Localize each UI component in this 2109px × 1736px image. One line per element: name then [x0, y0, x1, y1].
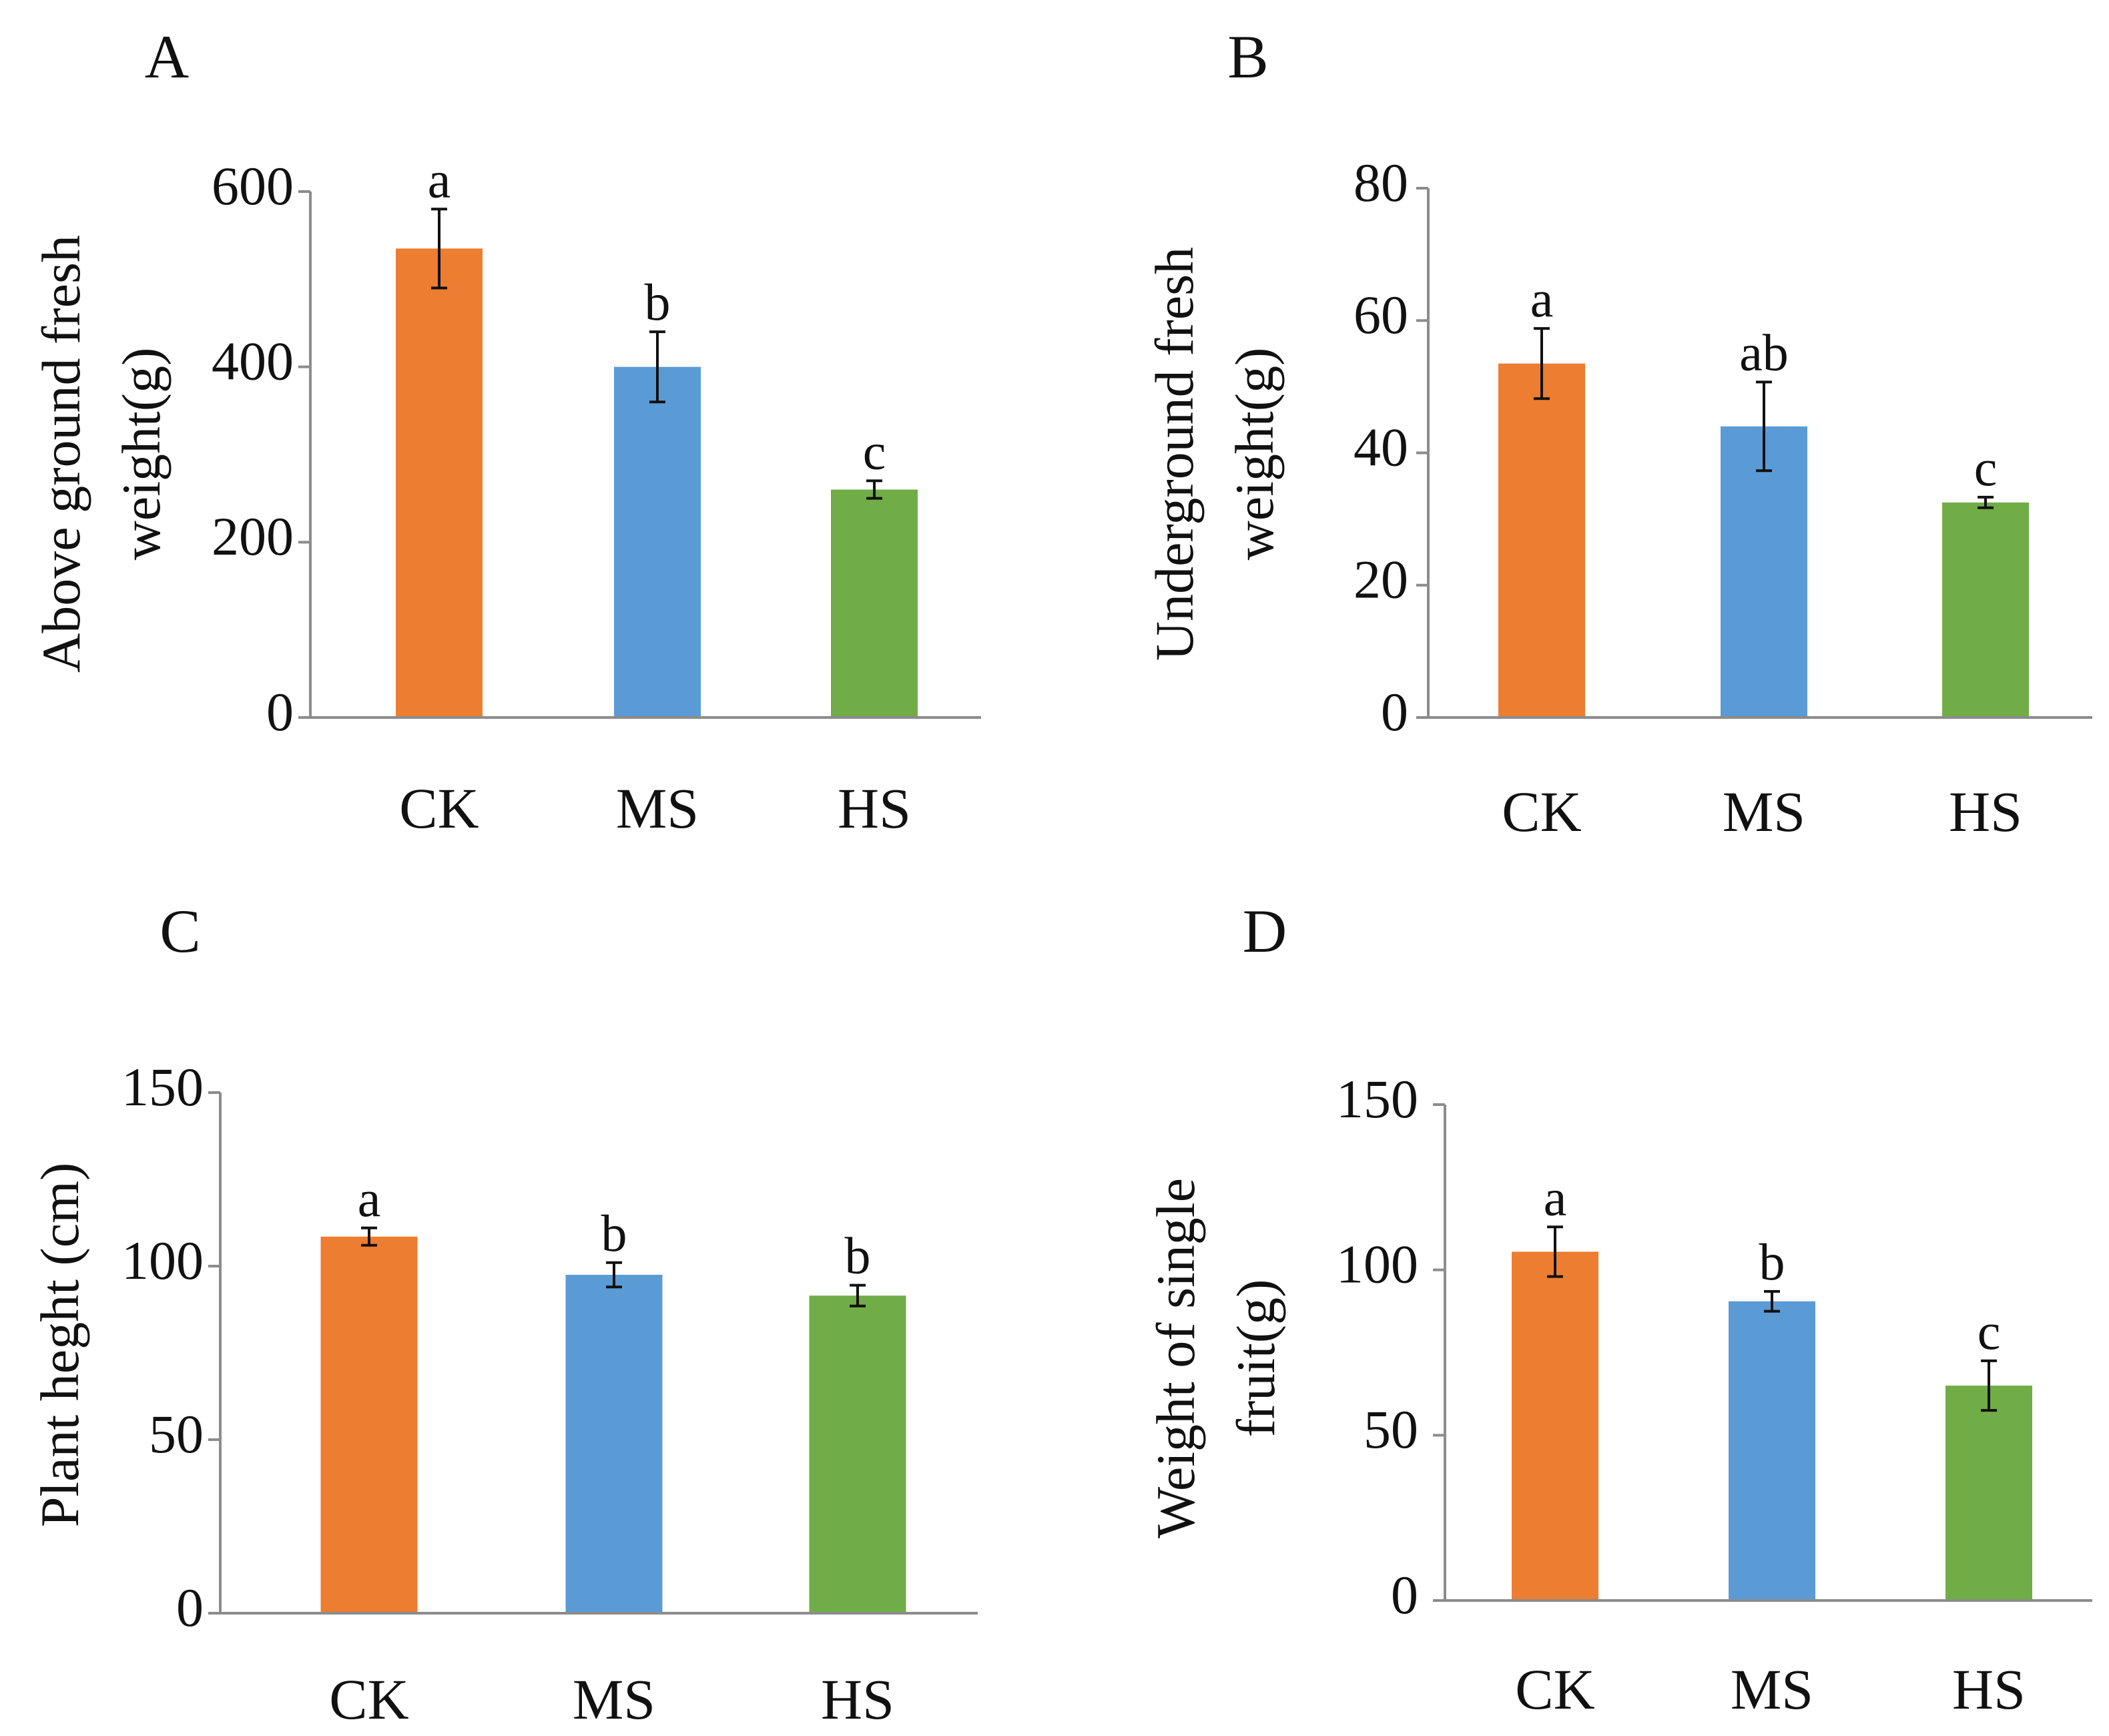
significance-label: ab [1739, 323, 1789, 381]
significance-label: a [1544, 1168, 1567, 1226]
error-bar-ms [1756, 380, 1772, 473]
panel-letter: D [1243, 897, 1287, 965]
category-label: MS [616, 776, 699, 840]
y-axis-title: weight(g) [111, 348, 172, 561]
y-tick-label: 0 [176, 1577, 204, 1638]
panel-letter: B [1227, 23, 1268, 91]
y-tick-label: 0 [266, 681, 294, 742]
error-bar-ck [1534, 327, 1550, 400]
bar-ms [1729, 1301, 1815, 1601]
bar-hs [1942, 502, 2029, 717]
y-axis-title: fruit(g) [1225, 1279, 1286, 1438]
category-label: CK [1515, 1657, 1594, 1721]
category-label: HS [821, 1667, 894, 1731]
error-bar-ms [1764, 1289, 1780, 1313]
error-bar-hs [1981, 1359, 1997, 1412]
y-tick-label: 200 [212, 506, 294, 567]
category-label: MS [1731, 1657, 1813, 1721]
y-axis-title: Weight of single [1145, 1178, 1206, 1538]
chart-panel-b: Ba CK ab MS c HS 0 20 40 60 80 Underground fresh wei… [1144, 23, 2092, 844]
significance-label: b [645, 273, 671, 331]
significance-label: c [863, 422, 886, 480]
error-bar-ms [606, 1261, 622, 1289]
y-tick-label: 100 [121, 1230, 204, 1291]
bar-hs [1945, 1386, 2032, 1601]
y-tick-label: 60 [1353, 284, 1408, 345]
y-tick-label: 50 [1364, 1399, 1418, 1460]
y-tick-label: 20 [1353, 549, 1408, 610]
bar-ck [320, 1236, 418, 1613]
y-tick-label: 0 [1391, 1564, 1418, 1625]
significance-label: c [1974, 439, 1998, 497]
category-label: HS [1949, 780, 2022, 844]
chart-panel-c: Ca CK b MS b HS 0 50 100 150 Plant heght (cm) [29, 897, 978, 1731]
y-tick-label: 400 [212, 330, 294, 391]
y-tick-label: 80 [1353, 152, 1408, 213]
bar-ms [1721, 426, 1807, 717]
bar-ms [565, 1275, 663, 1613]
y-tick-label: 50 [149, 1404, 204, 1464]
y-tick-label: 100 [1336, 1233, 1418, 1294]
error-bar-ck [361, 1226, 377, 1247]
category-label: HS [838, 776, 911, 840]
y-tick-label: 0 [1381, 681, 1408, 742]
y-tick-label: 150 [1336, 1069, 1418, 1129]
significance-label: a [358, 1169, 381, 1227]
bar-ck [1512, 1251, 1598, 1601]
category-label: HS [1952, 1657, 2026, 1721]
bar-ck [396, 248, 483, 717]
error-bar-ck [431, 208, 447, 290]
y-axis-title: weight(g) [1224, 348, 1285, 561]
error-bar-ms [649, 330, 665, 404]
error-bar-ck [1547, 1225, 1563, 1278]
significance-label: a [428, 150, 451, 208]
bar-hs [831, 489, 918, 717]
panel-letter: C [160, 897, 200, 965]
category-label: CK [329, 1667, 408, 1731]
error-bar-hs [1978, 495, 1994, 509]
category-label: MS [1723, 780, 1805, 844]
y-tick-label: 150 [121, 1057, 204, 1117]
bar-ms [614, 366, 701, 717]
chart-panel-d: Da CK b MS c HS 0 50 100 150 Weight of single fruit… [1145, 897, 2092, 1721]
y-axis-title: Underground fresh [1144, 247, 1205, 661]
significance-label: a [1530, 270, 1554, 328]
significance-label: b [601, 1204, 627, 1262]
y-tick-label: 40 [1353, 416, 1408, 477]
category-label: MS [573, 1667, 655, 1731]
y-axis-title: Above ground fresh [31, 235, 91, 673]
y-axis-title: Plant heght (cm) [29, 1163, 90, 1528]
bar-hs [809, 1295, 906, 1613]
y-tick-label: 600 [212, 156, 294, 216]
bar-ck [1498, 363, 1585, 717]
error-bar-hs [850, 1283, 866, 1308]
category-label: CK [1502, 780, 1581, 844]
category-label: CK [399, 776, 479, 840]
error-bar-hs [866, 479, 882, 500]
chart-panel-a: Aa CK b MS c HS 0 200 400 600 Above ground fresh we… [31, 23, 981, 840]
panel-letter: A [145, 23, 189, 91]
significance-label: b [845, 1227, 871, 1285]
significance-label: b [1759, 1233, 1785, 1291]
significance-label: c [1978, 1302, 2001, 1360]
